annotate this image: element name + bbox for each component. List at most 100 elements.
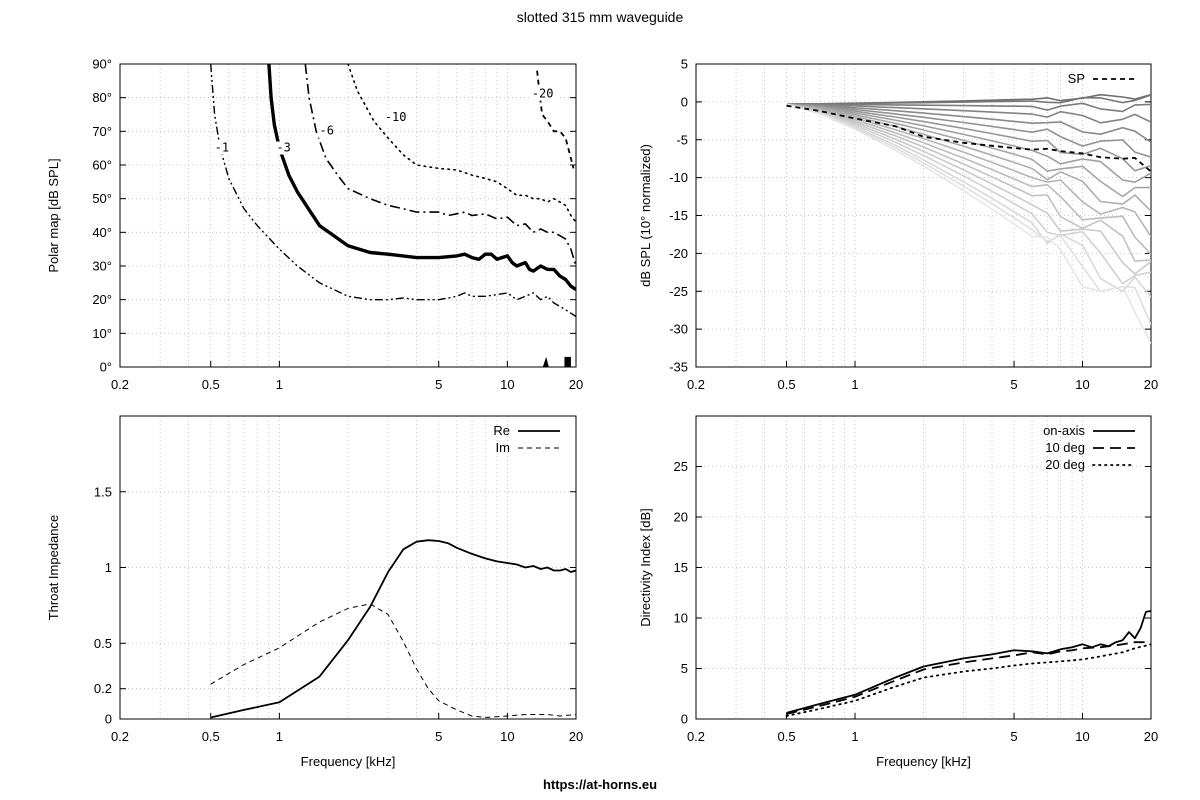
angle-curve: [786, 103, 1151, 143]
contour-label-bg: [317, 124, 338, 138]
series-re: [210, 539, 576, 719]
y-tick-label: 5: [681, 661, 688, 676]
x-tick-label: 10: [1075, 729, 1089, 744]
chart-throat-impedance: 0.2 0.5 1 5 10 20 0 0.2 0.5 1 1.5 Frequency [kHz] Th…: [46, 415, 583, 769]
series-on-axis: [786, 610, 1151, 714]
contour-line-3: [347, 64, 576, 223]
y-tick-label: -5: [676, 132, 688, 147]
sp-curve: [786, 104, 1151, 173]
y-tick-label: -30: [669, 322, 688, 337]
contour-label: -20: [532, 87, 554, 101]
plot-area: -1 -3 -6 -10 -20: [210, 64, 576, 367]
angle-curve: [786, 103, 1151, 345]
y-tick-label: 1.5: [94, 484, 112, 499]
x-tick-label: 20: [569, 377, 583, 392]
legend-label: Im: [496, 440, 510, 455]
y-tick-label: 5: [681, 57, 688, 72]
x-tick-label: 5: [435, 729, 442, 744]
angle-curve: [786, 103, 1151, 198]
angle-curve: [786, 103, 1151, 238]
legend-label: Re: [493, 423, 510, 438]
y-tick-label: 20: [674, 510, 688, 525]
angle-curve: [786, 103, 1151, 172]
y-tick-label: -20: [669, 246, 688, 261]
legend-label: 20 deg: [1045, 457, 1085, 472]
y-tick-label: -10: [669, 170, 688, 185]
x-tick-label: 20: [569, 729, 583, 744]
angle-curve: [786, 103, 1151, 124]
contour-line-2: [304, 64, 576, 267]
angle-curve: [786, 102, 1151, 113]
contour-label: -6: [320, 124, 334, 138]
y-tick-label: -35: [669, 360, 688, 375]
x-tick-label: 1: [851, 729, 858, 744]
y-tick-label: 50°: [92, 191, 112, 206]
plot-frame: [119, 63, 577, 368]
x-tick-label: 1: [851, 377, 858, 392]
x-tick-label: 10: [1075, 377, 1089, 392]
y-tick-label: 70°: [92, 124, 112, 139]
contour-label: -1: [215, 141, 229, 155]
y-tick-label: -25: [669, 284, 688, 299]
angle-curve: [786, 103, 1151, 158]
y-tick-label: -15: [669, 208, 688, 223]
x-tick-label: 10: [500, 729, 514, 744]
angle-curve: [786, 103, 1151, 255]
footer-url[interactable]: https://at-horns.eu: [543, 777, 657, 792]
contour-label-bg: [382, 111, 411, 125]
y-tick-label: 0: [681, 94, 688, 109]
angle-curve: [786, 103, 1151, 262]
angle-curve: [786, 103, 1151, 212]
plot-area: [786, 93, 1151, 345]
series-im: [210, 603, 576, 718]
contour-label-bg: [212, 141, 233, 155]
y-tick-label: 0.2: [94, 681, 112, 696]
series-20-deg: [785, 643, 1151, 717]
x-axis-label: Frequency [kHz]: [876, 754, 971, 769]
x-tick-label: 5: [1010, 377, 1017, 392]
x-tick-label: 0.5: [777, 377, 795, 392]
legend-label: 10 deg: [1045, 440, 1085, 455]
y-tick-label: 30°: [92, 259, 112, 274]
x-tick-label: 0.5: [777, 729, 795, 744]
contour-line-0: [210, 64, 576, 318]
angle-curve: [786, 103, 1151, 298]
angle-curve: [786, 103, 1151, 183]
x-tick-label: 0.5: [202, 729, 220, 744]
y-tick-label: 0°: [100, 360, 112, 375]
contour-line-4: [536, 70, 575, 169]
y-tick-label: 60°: [92, 158, 112, 173]
y-tick-label: 0: [105, 712, 112, 727]
x-tick-label: 1: [276, 377, 283, 392]
chart-polar-map: 0.2 0.5 1 5 10 20 0° 10° 20° 30° 40° 50° 60° 70° 80° 90…: [46, 57, 583, 393]
y-tick-label: 90°: [92, 57, 112, 72]
y-tick-label: 40°: [92, 225, 112, 240]
x-tick-label: 5: [435, 377, 442, 392]
y-tick-label: 0: [681, 712, 688, 727]
y-tick-label: 20°: [92, 292, 112, 307]
y-axis-label: Polar map [dB SPL]: [46, 158, 61, 272]
series-10-deg: [786, 641, 1151, 715]
legend-label: on-axis: [1043, 423, 1085, 438]
y-tick-label: 15: [674, 560, 688, 575]
y-tick-label: 25: [674, 459, 688, 474]
plot-area: [785, 610, 1151, 717]
contour-label-bg: [529, 87, 558, 101]
y-tick-label: 1: [105, 560, 112, 575]
contour-blob: [542, 356, 549, 367]
y-axis-label: dB SPL (10° normalized): [638, 144, 653, 287]
x-tick-label: 0.5: [202, 377, 220, 392]
contour-label: -10: [385, 110, 407, 124]
contour-label-bg: [274, 141, 295, 155]
angle-curve: [786, 94, 1151, 105]
x-tick-label: 0.2: [687, 729, 705, 744]
y-axis-label: Throat Impedance: [46, 515, 61, 621]
y-tick-label: 10: [674, 611, 688, 626]
x-tick-label: 20: [1144, 377, 1158, 392]
legend-label: SP: [1068, 71, 1085, 86]
plot-area: [210, 539, 576, 719]
x-tick-label: 0.2: [111, 377, 129, 392]
y-axis-label: Directivity Index [dB]: [638, 508, 653, 627]
x-tick-label: 10: [500, 377, 514, 392]
